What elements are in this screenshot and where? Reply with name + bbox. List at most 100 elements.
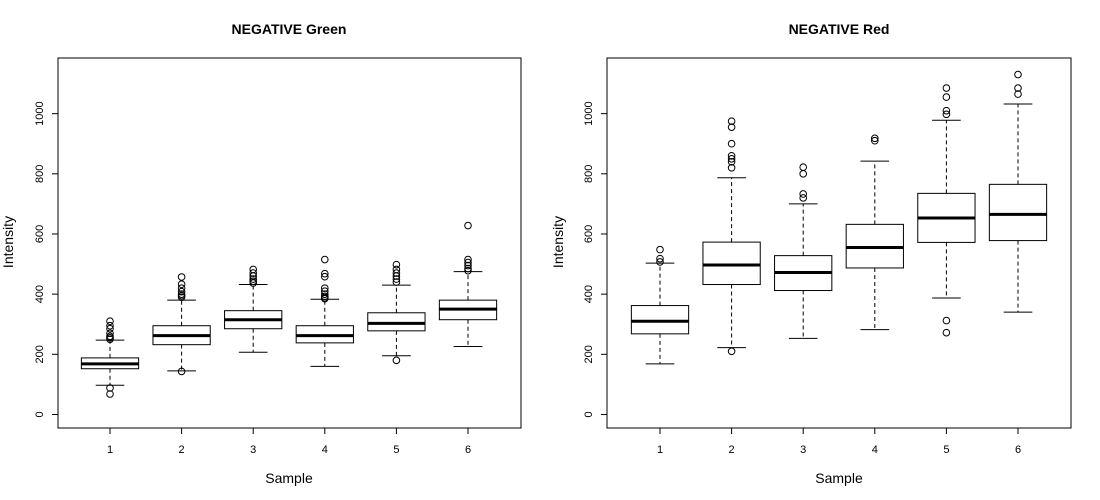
red-x-tick-label: 5 <box>943 444 949 456</box>
outlier-point <box>1014 90 1022 98</box>
outlier-point <box>392 269 401 277</box>
outlier-point <box>392 278 401 286</box>
outlier-point <box>464 264 472 273</box>
outlier-point <box>727 151 736 160</box>
red-y-tick-label: 1000 <box>583 101 595 125</box>
green-box-6 <box>438 221 498 347</box>
red-x-tick-label: 1 <box>657 444 663 456</box>
outlier-point <box>177 367 186 376</box>
outlier-point <box>799 163 808 171</box>
outlier-point <box>656 254 664 263</box>
outlier-point <box>106 321 114 330</box>
red-box-5 <box>917 84 976 337</box>
red-box-6 <box>988 70 1048 313</box>
outlier-point <box>249 275 257 283</box>
outlier-point <box>321 269 329 278</box>
red-y-tick-label: 200 <box>583 345 595 363</box>
outlier-point <box>249 279 257 287</box>
outlier-point <box>321 290 329 298</box>
red-panel: NEGATIVE Red Sample Intensity 0 200 400 600… <box>550 21 1072 486</box>
green-x-tick-label: 1 <box>107 444 113 456</box>
outlier-point <box>727 123 736 131</box>
red-plot-frame <box>606 57 1072 429</box>
red-box-2 <box>702 117 761 356</box>
outlier-point <box>871 134 879 143</box>
green-y-tick-label: 600 <box>34 225 46 243</box>
outlier-point <box>321 284 329 292</box>
outlier-point <box>942 328 951 337</box>
red-x-tick-label: 2 <box>729 444 735 456</box>
outlier-point <box>177 280 186 289</box>
green-box-1 <box>80 317 140 398</box>
outlier-point <box>464 255 472 264</box>
green-y-tick-label: 400 <box>34 285 46 303</box>
red-box-1 <box>630 245 690 365</box>
outlier-point <box>392 272 401 280</box>
outlier-point <box>871 136 879 145</box>
outlier-point <box>727 163 736 172</box>
outlier-point <box>106 335 114 344</box>
outlier-point <box>942 106 951 115</box>
outlier-point <box>177 293 186 301</box>
green-x-tick-label: 2 <box>179 444 185 456</box>
green-y-tick-label: 1000 <box>34 101 46 125</box>
outlier-point <box>177 291 186 300</box>
green-y-tick-label: 200 <box>34 345 46 363</box>
red-box-3 <box>774 163 833 339</box>
outlier-point <box>1014 70 1022 79</box>
outlier-point <box>177 284 186 292</box>
outlier-point <box>464 258 472 267</box>
outlier-point <box>321 294 329 303</box>
outlier-point <box>799 170 808 178</box>
outlier-point <box>392 275 401 283</box>
outlier-point <box>106 317 114 326</box>
outlier-point <box>942 110 951 119</box>
red-y-tick-label: 0 <box>583 411 595 417</box>
green-plot-frame <box>57 57 522 429</box>
outlier-point <box>464 266 472 275</box>
green-y-axis-label: Intensity <box>0 216 16 268</box>
iqr-box <box>630 305 690 335</box>
outlier-point <box>727 139 736 148</box>
green-box-2 <box>152 273 211 376</box>
outlier-point <box>321 272 329 281</box>
outlier-point <box>799 190 808 198</box>
red-x-tick-label: 3 <box>800 444 806 456</box>
red-x-tick-label: 6 <box>1015 444 1021 456</box>
outlier-point <box>249 269 257 277</box>
outlier-point <box>727 154 736 163</box>
red-y-tick-label: 600 <box>583 225 595 243</box>
green-y-tick-label: 0 <box>34 411 46 417</box>
green-x-tick-label: 3 <box>250 444 256 456</box>
iqr-box <box>702 241 761 286</box>
green-chart-title: NEGATIVE Green <box>232 21 347 37</box>
green-x-tick-label: 6 <box>465 444 471 456</box>
iqr-box <box>988 183 1048 242</box>
outlier-point <box>177 287 186 296</box>
green-box-3 <box>224 265 283 353</box>
outlier-point <box>321 255 329 264</box>
outlier-point <box>106 390 114 398</box>
outlier-point <box>1014 84 1022 92</box>
outlier-point <box>799 194 808 202</box>
green-box-5 <box>367 260 426 365</box>
outlier-point <box>177 273 186 281</box>
outlier-point <box>392 356 401 365</box>
outlier-point <box>942 84 951 92</box>
red-box-4 <box>845 134 904 331</box>
outlier-point <box>656 258 664 266</box>
outlier-point <box>392 260 401 269</box>
red-x-axis-label: Sample <box>815 470 863 486</box>
green-box-4 <box>295 255 354 367</box>
outlier-point <box>942 316 951 325</box>
green-x-axis-label: Sample <box>265 470 313 486</box>
green-x-tick-label: 5 <box>393 444 399 456</box>
green-y-tick-label: 800 <box>34 165 46 183</box>
outlier-point <box>106 384 114 392</box>
outlier-point <box>727 157 736 166</box>
green-panel: NEGATIVE Green Sample Intensity 0 200 400 6… <box>0 21 522 486</box>
iqr-box <box>367 312 426 332</box>
red-y-tick-label: 400 <box>583 285 595 303</box>
outlier-point <box>106 329 114 338</box>
